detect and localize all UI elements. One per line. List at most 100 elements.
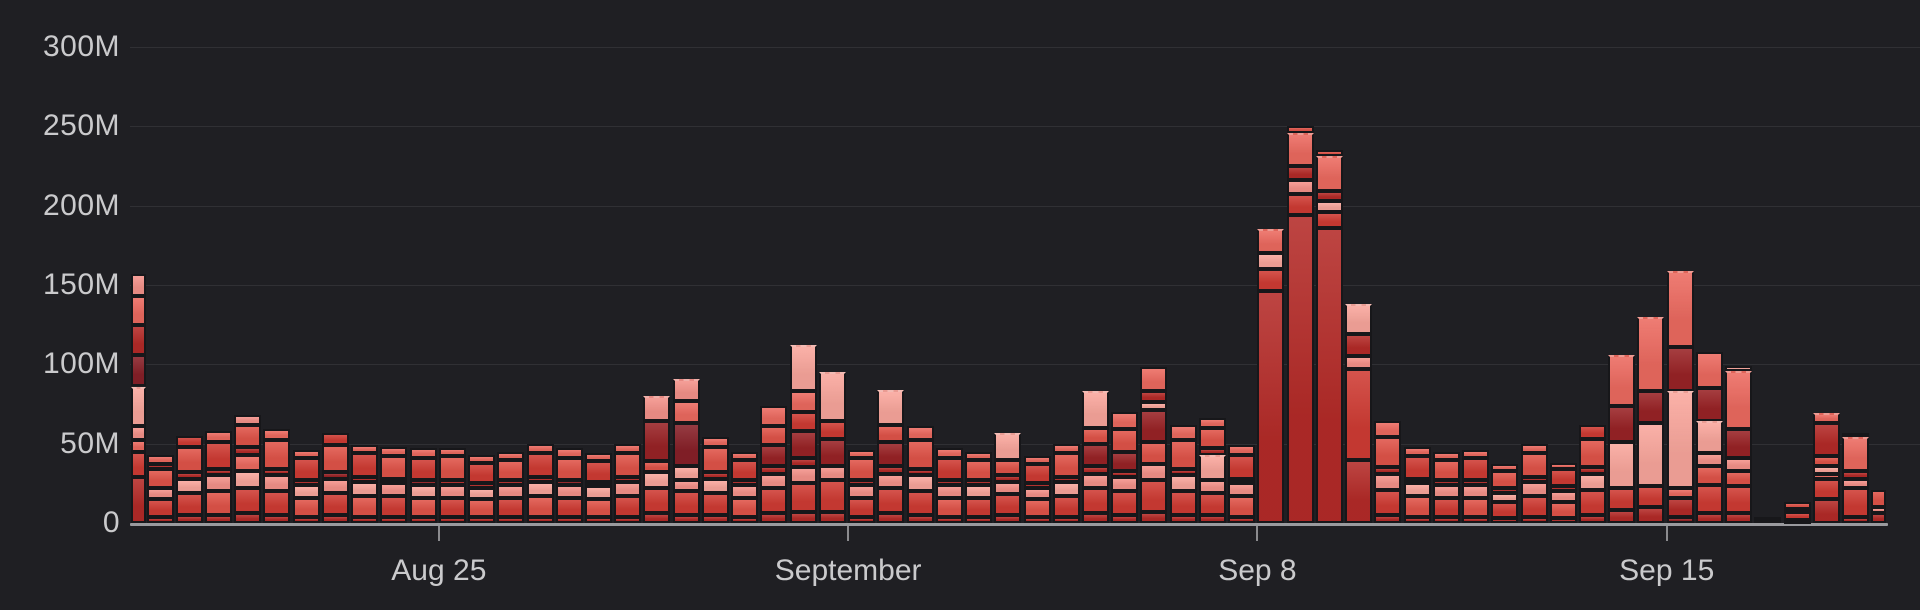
bar-segment[interactable] (1052, 496, 1080, 517)
bar-segment[interactable] (1432, 497, 1460, 517)
bar-segment[interactable] (994, 432, 1022, 460)
bar-segment[interactable] (1111, 429, 1139, 452)
bar-segment[interactable] (585, 481, 613, 487)
bar-segment[interactable] (789, 511, 817, 523)
bar-segment[interactable] (292, 516, 320, 523)
bar-segment[interactable] (131, 476, 146, 523)
bar-segment[interactable] (789, 345, 817, 392)
bar-segment[interactable] (1520, 443, 1548, 454)
bar-segment[interactable] (1140, 464, 1168, 481)
bar-segment[interactable] (672, 515, 700, 523)
bar-segment[interactable] (1228, 478, 1256, 484)
bar-segment[interactable] (614, 496, 642, 517)
bar-segment[interactable] (146, 488, 174, 500)
bar-segment[interactable] (131, 451, 146, 477)
bar-segment[interactable] (1228, 445, 1256, 455)
bar-segment[interactable] (526, 481, 554, 496)
bar-segment[interactable] (1754, 516, 1782, 521)
bar-segment[interactable] (1812, 499, 1840, 523)
stacked-bar[interactable] (555, 448, 583, 523)
bar-segment[interactable] (818, 480, 846, 512)
bar-segment[interactable] (380, 446, 408, 457)
stacked-bar[interactable] (614, 443, 642, 523)
stacked-bar[interactable] (1345, 303, 1373, 523)
stacked-bar[interactable] (234, 415, 262, 523)
bar-segment[interactable] (351, 476, 379, 482)
bar-segment[interactable] (321, 492, 349, 516)
bar-segment[interactable] (1637, 486, 1665, 508)
bar-segment[interactable] (175, 478, 203, 493)
bar-segment[interactable] (1082, 513, 1110, 523)
bar-segment[interactable] (1812, 456, 1840, 466)
bar-segment[interactable] (1695, 388, 1723, 422)
bar-segment[interactable] (234, 446, 262, 455)
bar-segment[interactable] (643, 461, 671, 473)
bar-segment[interactable] (1491, 518, 1519, 523)
bar-segment[interactable] (1637, 316, 1665, 392)
bar-segment[interactable] (1462, 484, 1490, 498)
stacked-bar[interactable] (204, 430, 232, 523)
bar-segment[interactable] (701, 492, 729, 516)
bar-segment[interactable] (438, 497, 466, 517)
stacked-bar[interactable] (1549, 462, 1577, 523)
bar-segment[interactable] (643, 488, 671, 514)
bar-segment[interactable] (131, 386, 146, 427)
bar-segment[interactable] (848, 457, 876, 481)
bar-segment[interactable] (1695, 484, 1723, 514)
bar-segment[interactable] (1549, 502, 1577, 519)
bar-segment[interactable] (1315, 156, 1343, 192)
stacked-bar[interactable] (1403, 446, 1431, 523)
bar-segment[interactable] (380, 496, 408, 517)
bar-segment[interactable] (906, 515, 934, 523)
bar-segment[interactable] (1608, 442, 1636, 489)
bar-segment[interactable] (818, 438, 846, 466)
bar-segment[interactable] (760, 445, 788, 466)
bar-segment[interactable] (1198, 427, 1226, 449)
bar-segment[interactable] (1198, 454, 1226, 481)
bar-segment[interactable] (175, 435, 203, 447)
bar-segment[interactable] (380, 478, 408, 484)
bar-segment[interactable] (585, 453, 613, 462)
bar-segment[interactable] (263, 429, 291, 441)
bar-segment[interactable] (877, 513, 905, 523)
bar-segment[interactable] (994, 494, 1022, 516)
bar-segment[interactable] (994, 475, 1022, 482)
bar-segment[interactable] (672, 465, 700, 481)
bar-segment[interactable] (1140, 367, 1168, 392)
bar-segment[interactable] (1783, 502, 1811, 509)
bar-segment[interactable] (1345, 369, 1373, 460)
bar-segment[interactable] (1462, 457, 1490, 481)
bar-segment[interactable] (1023, 516, 1051, 523)
bar-segment[interactable] (1082, 443, 1110, 466)
stacked-bar[interactable] (1754, 516, 1782, 524)
stacked-bar[interactable] (146, 454, 174, 523)
bar-segment[interactable] (1637, 423, 1665, 487)
bar-segment[interactable] (1608, 405, 1636, 443)
bar-segment[interactable] (1432, 480, 1460, 485)
bar-segment[interactable] (380, 456, 408, 479)
bar-segment[interactable] (1608, 488, 1636, 511)
bar-segment[interactable] (1169, 424, 1197, 441)
bar-segment[interactable] (555, 497, 583, 517)
bar-segment[interactable] (1023, 456, 1051, 465)
bar-segment[interactable] (789, 411, 817, 431)
stacked-bar[interactable] (1783, 502, 1811, 524)
bar-segment[interactable] (292, 449, 320, 458)
bar-segment[interactable] (1228, 516, 1256, 523)
bar-segment[interactable] (1725, 470, 1753, 487)
bar-segment[interactable] (409, 457, 437, 481)
bar-segment[interactable] (1198, 448, 1226, 455)
bar-segment[interactable] (1403, 446, 1431, 457)
bar-segment[interactable] (409, 516, 437, 523)
stacked-bar[interactable] (1871, 489, 1886, 523)
bar-segment[interactable] (131, 354, 146, 387)
bar-segment[interactable] (1286, 165, 1314, 181)
stacked-bar[interactable] (906, 426, 934, 523)
bar-segment[interactable] (1812, 413, 1840, 423)
bar-segment[interactable] (818, 372, 846, 422)
bar-segment[interactable] (438, 480, 466, 485)
bar-segment[interactable] (380, 516, 408, 523)
stacked-bar[interactable] (351, 445, 379, 523)
stacked-bar[interactable] (848, 449, 876, 523)
stacked-bar[interactable] (701, 437, 729, 523)
